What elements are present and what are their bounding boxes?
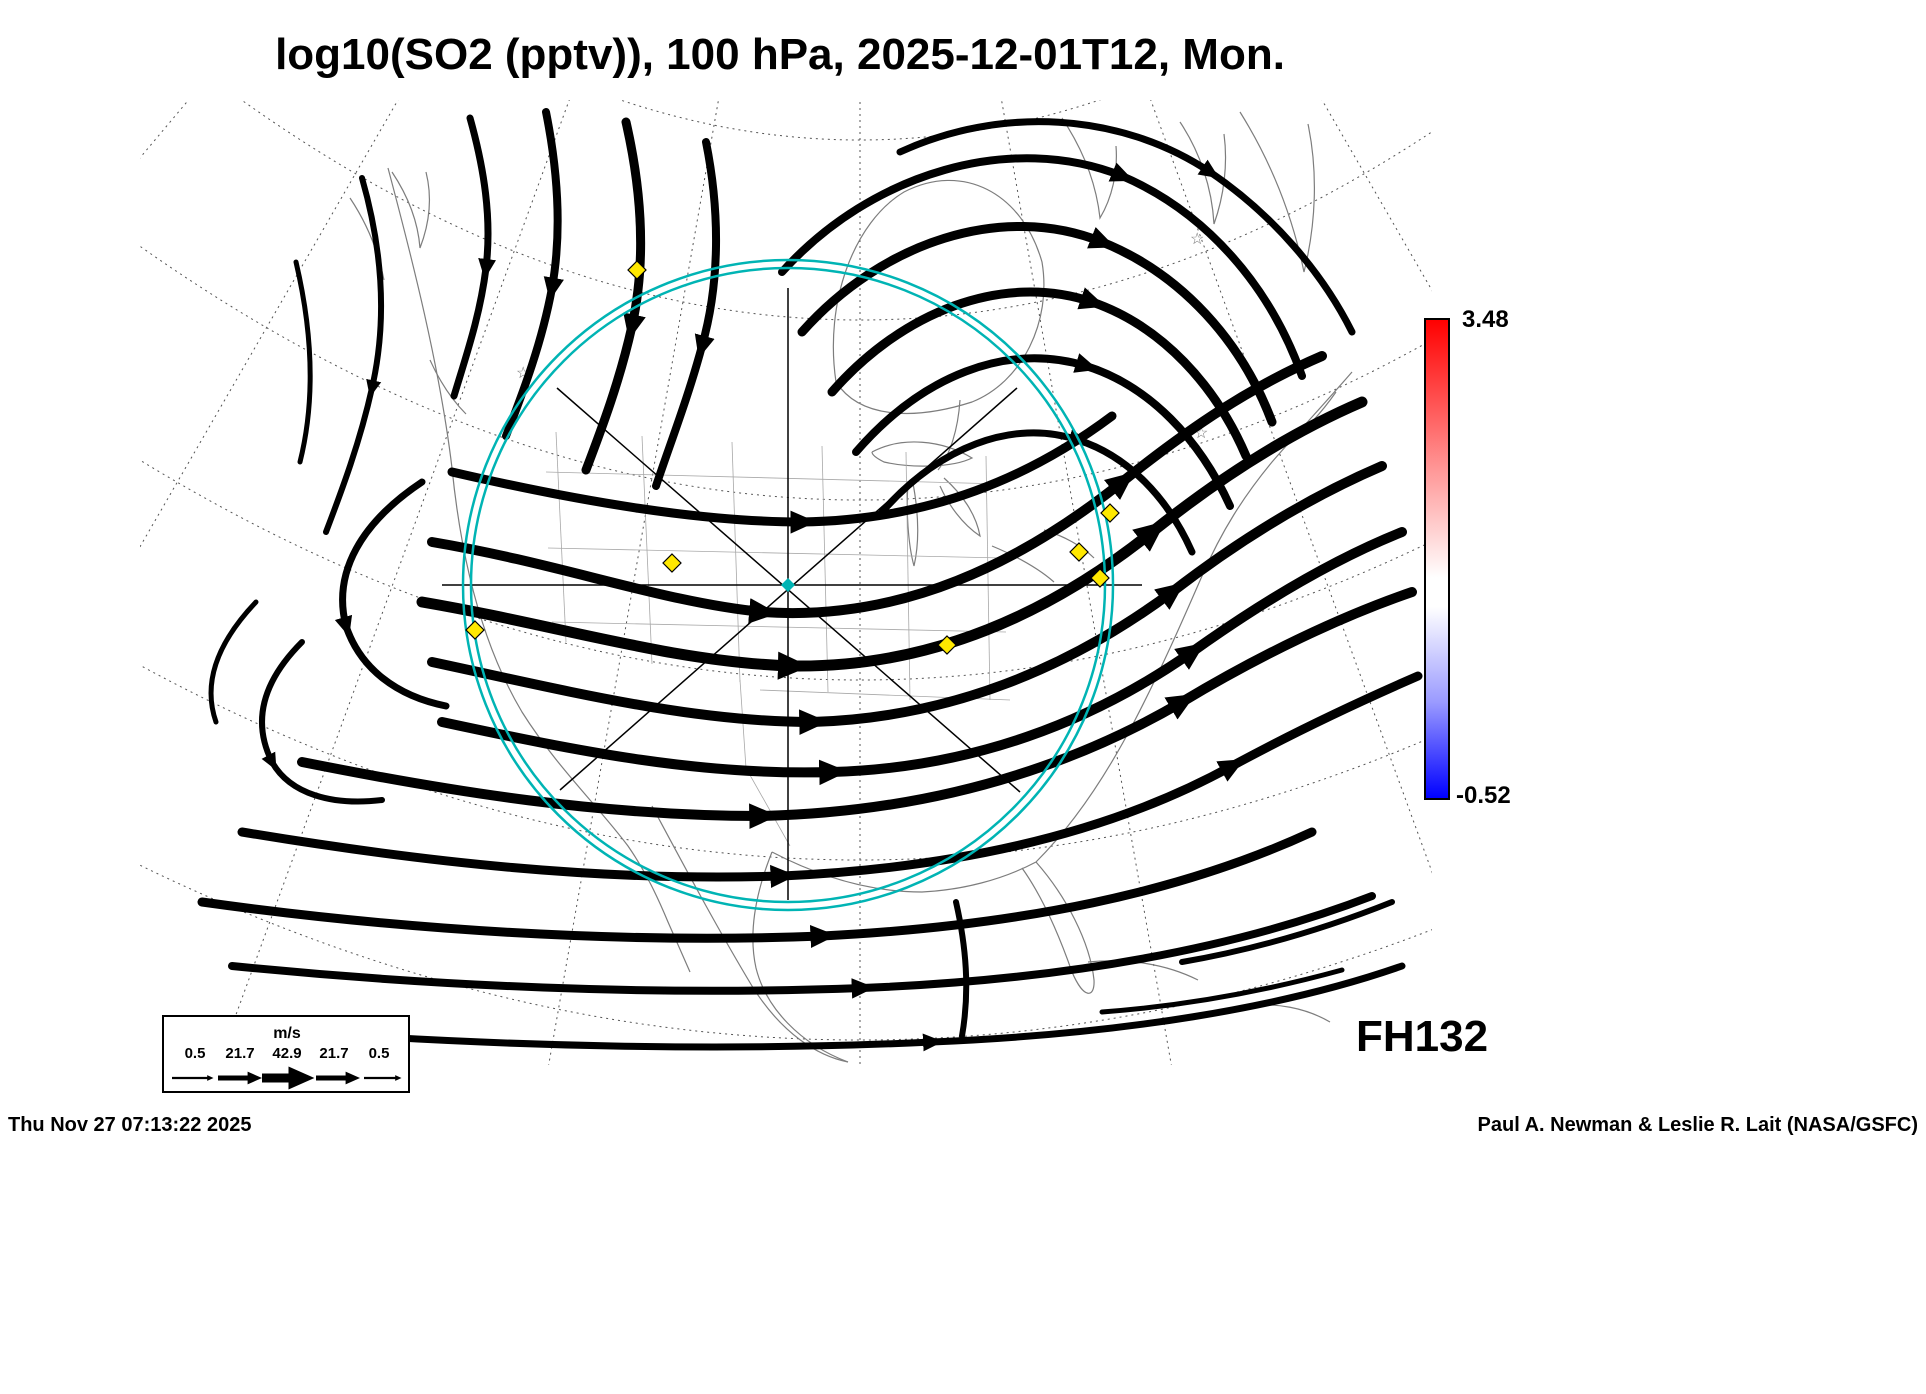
wind-legend-units: m/s <box>273 1025 301 1042</box>
coastline <box>349 111 1353 1063</box>
wind-legend-tick: 21.7 <box>319 1045 348 1062</box>
colorbar-max-label: 3.48 <box>1462 306 1509 333</box>
colorbar-gradient <box>1424 318 1450 800</box>
wind-speed-legend: m/s 0.5 21.7 42.9 21.7 0.5 <box>162 1015 410 1093</box>
station-marker <box>1090 568 1110 588</box>
wind-legend-tick: 0.5 <box>185 1045 206 1062</box>
station-marker <box>465 620 485 640</box>
station-marker <box>627 260 647 280</box>
colorbar-min-label: -0.52 <box>1456 782 1511 809</box>
station-markers <box>465 260 1120 655</box>
wind-legend-tick: 0.5 <box>369 1045 390 1062</box>
vortex-circle <box>461 258 1115 912</box>
star-marker-icon: ☆ <box>1190 231 1204 248</box>
station-marker <box>1100 503 1120 523</box>
forecast-hour-label: FH132 <box>1356 1012 1489 1061</box>
center-marker <box>781 578 795 592</box>
station-marker <box>1069 542 1089 562</box>
credit-footer: Paul A. Newman & Leslie R. Lait (NASA/GS… <box>1477 1114 1918 1136</box>
wind-legend-tick: 21.7 <box>225 1045 254 1062</box>
star-markers: ☆ ☆ ☆ <box>516 231 1208 442</box>
wind-legend-tick: 42.9 <box>272 1045 301 1062</box>
timestamp-footer: Thu Nov 27 07:13:22 2025 <box>8 1114 252 1136</box>
station-marker <box>662 553 682 573</box>
streamlines <box>197 108 1423 1052</box>
station-marker <box>937 635 957 655</box>
plot-title: log10(SO2 (pptv)), 100 hPa, 2025-12-01T1… <box>275 30 1285 79</box>
